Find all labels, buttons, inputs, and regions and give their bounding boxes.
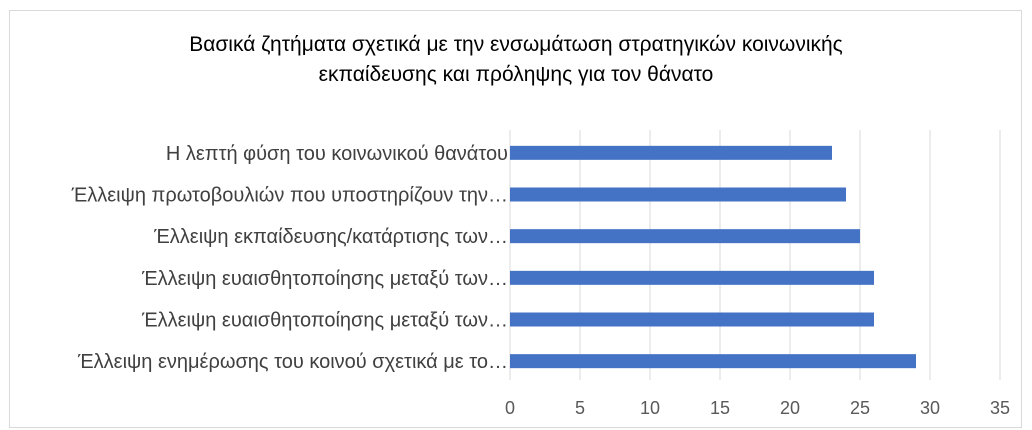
x-tick-label-4: 20 xyxy=(780,398,800,418)
category-label-0: Η λεπτή φύση του κοινωνικού θανάτου xyxy=(166,143,508,165)
bar-2 xyxy=(510,229,860,244)
x-tick-label-6: 30 xyxy=(920,398,940,418)
x-tick-label-1: 5 xyxy=(575,398,585,418)
chart-title-line-2: εκπαίδευσης και πρόληψης για τον θάνατο xyxy=(318,63,714,86)
x-tick-label-3: 15 xyxy=(710,398,730,418)
x-tick-label-7: 35 xyxy=(990,398,1010,418)
category-label-1: Έλλειψη πρωτοβουλιών που υποστηρίζουν τη… xyxy=(71,185,508,207)
bar-4 xyxy=(510,312,874,327)
x-tick-label-2: 10 xyxy=(640,398,660,418)
category-label-5: Έλλειψη ενημέρωσης του κοινού σχετικά με… xyxy=(77,351,508,373)
bar-0 xyxy=(510,145,832,160)
category-label-4: Έλλειψη ευαισθητοποίησης μεταξύ των… xyxy=(141,310,508,332)
x-tick-label-0: 0 xyxy=(505,398,515,418)
chart-title-line-1: Βασικά ζητήματα σχετικά με την ενσωμάτωσ… xyxy=(189,33,843,56)
x-tick-label-5: 25 xyxy=(850,398,870,418)
category-label-2: Έλλειψη εκπαίδευσης/κατάρτισης των… xyxy=(153,226,508,248)
bar-5 xyxy=(510,354,916,369)
bar-3 xyxy=(510,270,874,285)
bar-1 xyxy=(510,187,846,202)
chart-title: Βασικά ζητήματα σχετικά με την ενσωμάτωσ… xyxy=(0,30,1032,90)
category-label-3: Έλλειψη ευαισθητοποίησης μεταξύ των… xyxy=(141,268,508,290)
